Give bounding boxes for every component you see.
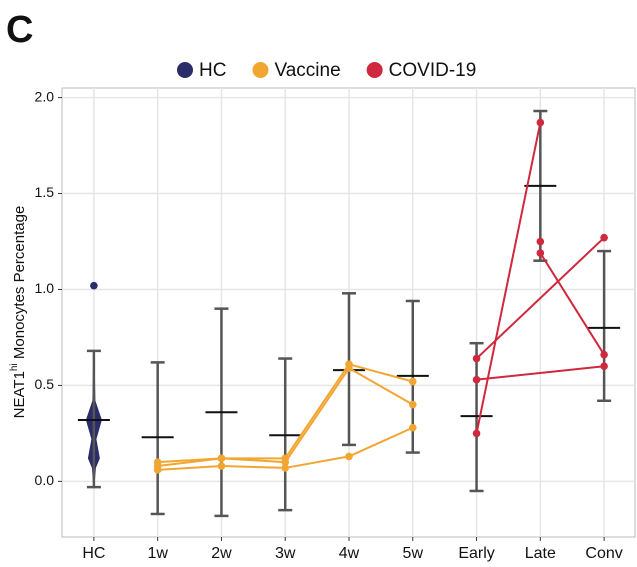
legend-label: HC bbox=[199, 60, 226, 81]
point bbox=[281, 464, 290, 472]
legend-label: Vaccine bbox=[274, 60, 340, 81]
x-tick-label: Conv bbox=[585, 545, 622, 562]
x-tick-label: 1w bbox=[147, 545, 168, 562]
point bbox=[600, 350, 608, 359]
x-tick-label: Late bbox=[525, 545, 556, 562]
y-tick-label: 0.5 bbox=[35, 376, 55, 392]
point bbox=[408, 400, 417, 409]
point bbox=[408, 423, 417, 432]
point bbox=[600, 362, 608, 371]
point bbox=[281, 458, 290, 466]
point bbox=[408, 377, 417, 386]
y-label-rest: Monocytes Percentage bbox=[11, 206, 28, 364]
y-label-sup: hi bbox=[9, 363, 20, 371]
point bbox=[153, 466, 162, 474]
point bbox=[472, 375, 481, 384]
x-tick-label: 2w bbox=[211, 545, 232, 562]
series-line bbox=[475, 236, 605, 360]
point bbox=[600, 233, 608, 242]
x-tick-label: Early bbox=[458, 545, 494, 562]
y-tick-label: 0.0 bbox=[35, 472, 55, 488]
y-tick-label: 2.0 bbox=[35, 88, 55, 104]
legend-marker bbox=[366, 62, 383, 78]
legend-marker bbox=[252, 62, 269, 78]
point bbox=[90, 281, 98, 290]
y-tick-label: 1.0 bbox=[35, 280, 55, 296]
point bbox=[536, 118, 545, 127]
point bbox=[217, 462, 226, 470]
point bbox=[472, 354, 481, 363]
point bbox=[217, 454, 226, 463]
point bbox=[472, 429, 481, 438]
x-tick-label: 4w bbox=[339, 545, 360, 562]
legend-marker bbox=[177, 62, 193, 78]
y-label-main: NEAT1 bbox=[11, 371, 28, 418]
series-line bbox=[475, 122, 542, 434]
x-tick-label: 5w bbox=[403, 545, 424, 562]
point bbox=[536, 249, 545, 257]
y-tick-label: 1.5 bbox=[35, 184, 55, 200]
point bbox=[536, 237, 545, 246]
y-axis-label: NEAT1hi Monocytes Percentage bbox=[9, 206, 28, 419]
x-tick-label: 3w bbox=[275, 545, 296, 562]
x-tick-label: HC bbox=[82, 545, 105, 562]
legend-label: COVID-19 bbox=[389, 60, 477, 81]
point bbox=[345, 452, 353, 461]
series-line bbox=[476, 365, 605, 381]
point bbox=[345, 364, 353, 372]
panel-label: C bbox=[6, 9, 33, 51]
series-line bbox=[539, 252, 605, 356]
